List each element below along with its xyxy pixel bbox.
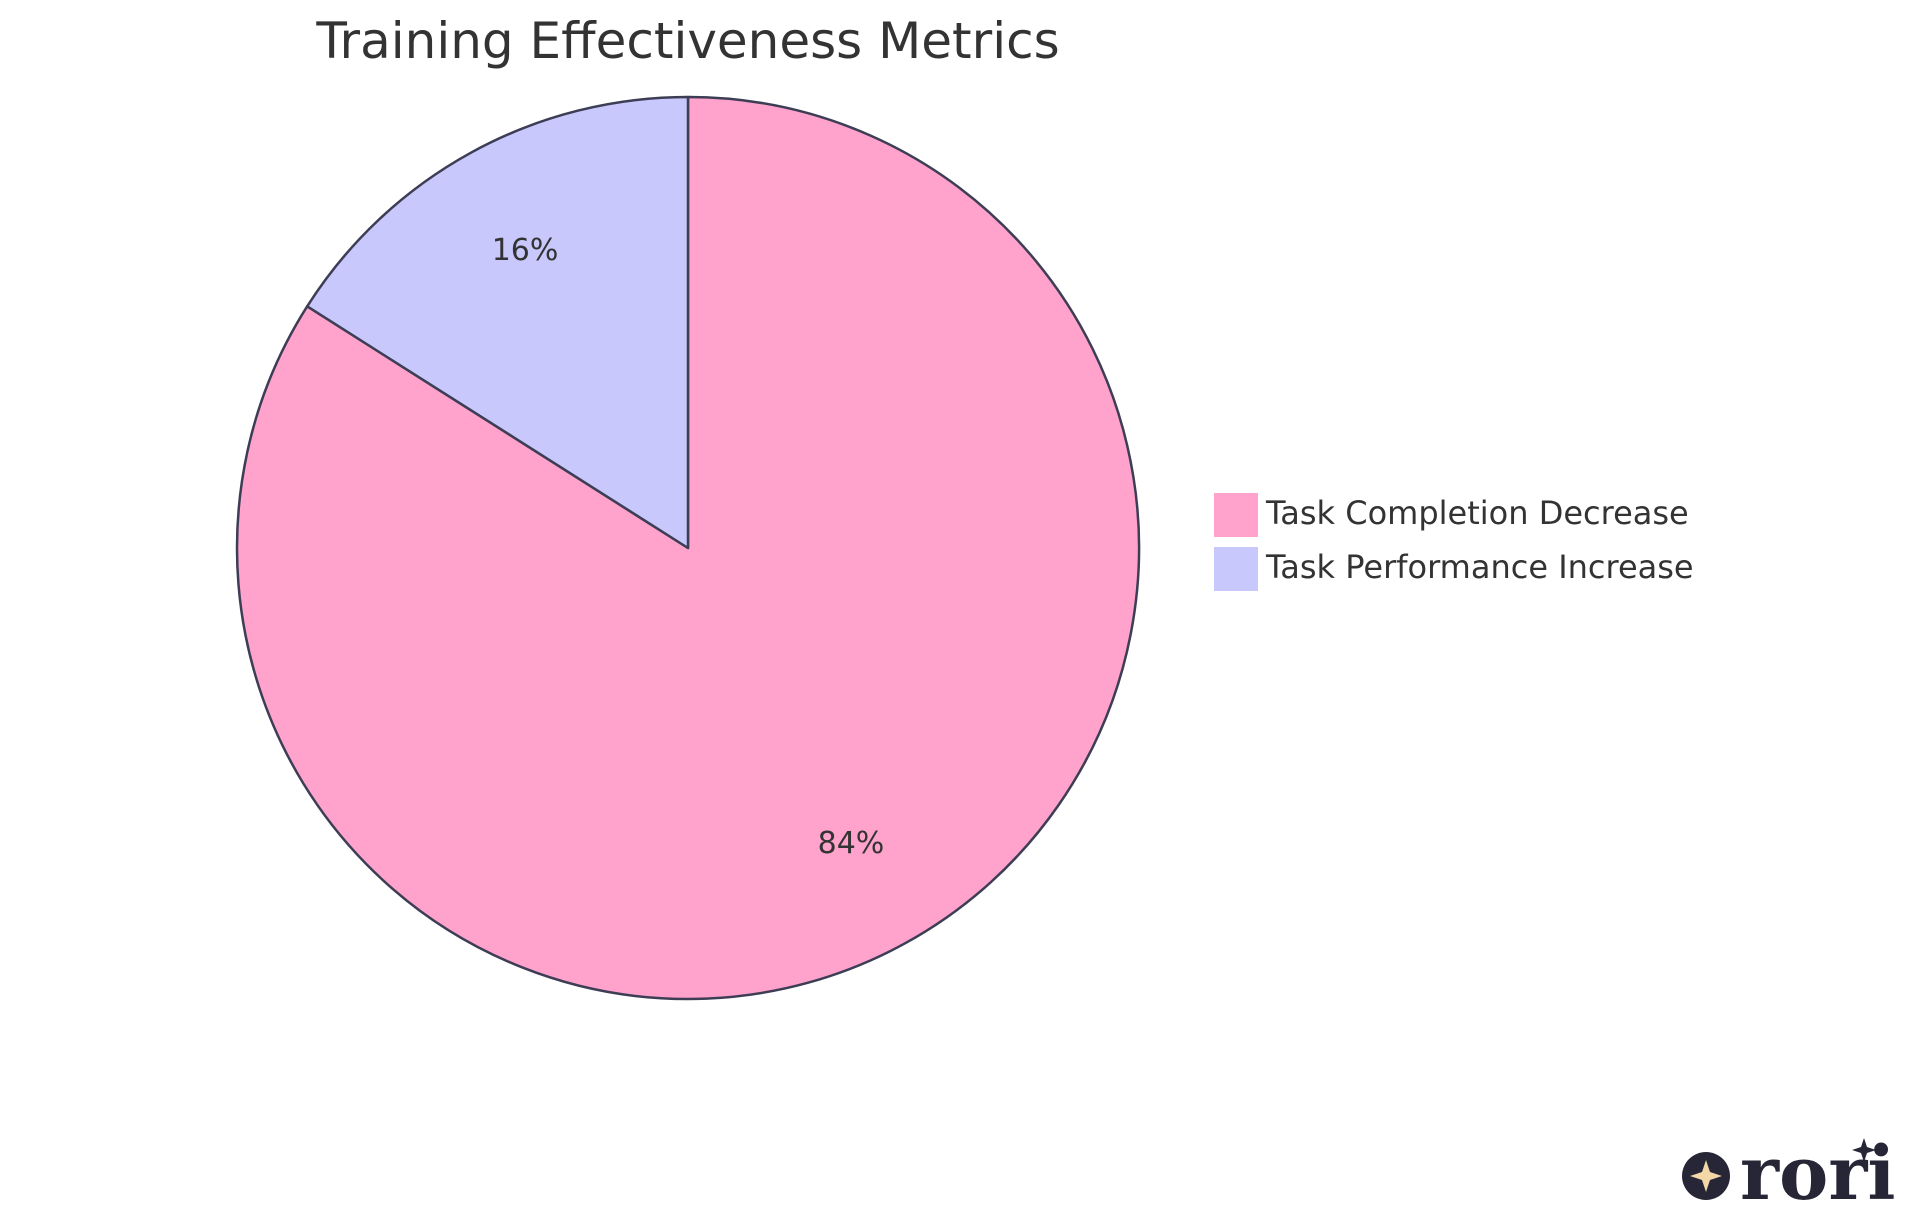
slice-label-2: 16% (492, 233, 559, 268)
legend-label-2: Task Performance Increase (1265, 548, 1694, 586)
rori-logo: rori (1682, 1131, 1895, 1215)
legend: Task Completion Decrease Task Performance… (1214, 493, 1694, 591)
pie-slice-2 (305, 95, 690, 550)
legend-label-1: Task Completion Decrease (1265, 494, 1689, 532)
chart-title: Training Effectiveness Metrics (315, 12, 1059, 70)
legend-swatch-2 (1214, 547, 1258, 591)
legend-swatch-1 (1214, 493, 1258, 537)
logo-wordmark: rori (1740, 1131, 1895, 1215)
pie-chart: 84% 16% (235, 95, 1141, 1001)
slice-label-1: 84% (818, 826, 885, 861)
star-icon (1852, 1138, 1876, 1162)
sparkle-icon (1690, 1160, 1722, 1192)
